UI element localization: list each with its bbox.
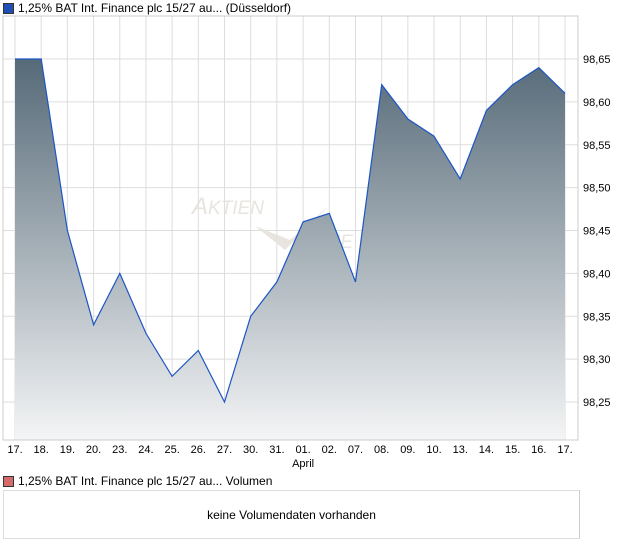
x-tick-label: 23. bbox=[112, 444, 127, 456]
data-points bbox=[14, 58, 565, 403]
x-tick-label: 20. bbox=[86, 444, 101, 456]
y-tick-label: 98,30 bbox=[583, 354, 611, 366]
x-tick-label: 10. bbox=[426, 444, 441, 456]
price-legend-label: 1,25% BAT Int. Finance plc 15/27 au... (… bbox=[18, 1, 292, 15]
x-tick-label: 08. bbox=[374, 444, 389, 456]
x-tick-label: 02. bbox=[322, 444, 337, 456]
y-tick-label: 98,45 bbox=[583, 226, 611, 238]
x-tick-label: 18. bbox=[34, 444, 49, 456]
y-tick-label: 98,40 bbox=[583, 268, 611, 280]
x-tick-label: 26. bbox=[191, 444, 206, 456]
x-tick-label: 19. bbox=[60, 444, 75, 456]
x-tick-label: 27. bbox=[217, 444, 232, 456]
volume-legend: 1,25% BAT Int. Finance plc 15/27 au... V… bbox=[3, 474, 272, 488]
x-tick-label: 25. bbox=[164, 444, 179, 456]
y-tick-label: 98,25 bbox=[583, 397, 611, 409]
watermark-logo: AKTIEN IE bbox=[190, 193, 353, 253]
y-tick-label: 98,65 bbox=[583, 54, 611, 66]
x-tick-label: 09. bbox=[400, 444, 415, 456]
price-chart: AKTIEN IE 17. 18. 19. 20. 23. 24. 25. 26. 27. 30.… bbox=[2, 15, 611, 470]
price-line bbox=[15, 58, 566, 404]
no-volume-message: keine Volumendaten vorhanden bbox=[207, 507, 376, 522]
x-tick-label: 30. bbox=[243, 444, 258, 456]
x-tick-label: 15. bbox=[505, 444, 520, 456]
watermark-text: AKTIEN bbox=[190, 193, 264, 220]
y-tick-label: 98,35 bbox=[583, 311, 611, 323]
price-legend-swatch bbox=[3, 2, 14, 14]
price-legend: 1,25% BAT Int. Finance plc 15/27 au... (… bbox=[3, 1, 291, 15]
volume-panel: keine Volumendaten vorhanden bbox=[3, 490, 580, 539]
y-tick-label: 98,60 bbox=[583, 97, 611, 109]
plot-border bbox=[2, 15, 579, 441]
x-tick-label: 14. bbox=[479, 444, 494, 456]
x-tick-label: 31. bbox=[269, 444, 284, 456]
x-tick-label: 01. bbox=[295, 444, 310, 456]
x-tick-label: 13. bbox=[453, 444, 468, 456]
x-tick-label: 07. bbox=[348, 444, 363, 456]
x-tick-label: 16. bbox=[531, 444, 546, 456]
volume-legend-label: 1,25% BAT Int. Finance plc 15/27 au... V… bbox=[18, 474, 273, 488]
y-tick-label: 98,55 bbox=[583, 140, 611, 152]
y-tick-label: 98,50 bbox=[583, 183, 611, 195]
volume-legend-swatch bbox=[3, 475, 14, 487]
x-tick-label: 17. bbox=[7, 444, 22, 456]
price-area bbox=[15, 59, 565, 440]
x-tick-label: 17. bbox=[557, 444, 572, 456]
x-month-label: April bbox=[292, 458, 314, 470]
x-tick-label: 24. bbox=[138, 444, 153, 456]
